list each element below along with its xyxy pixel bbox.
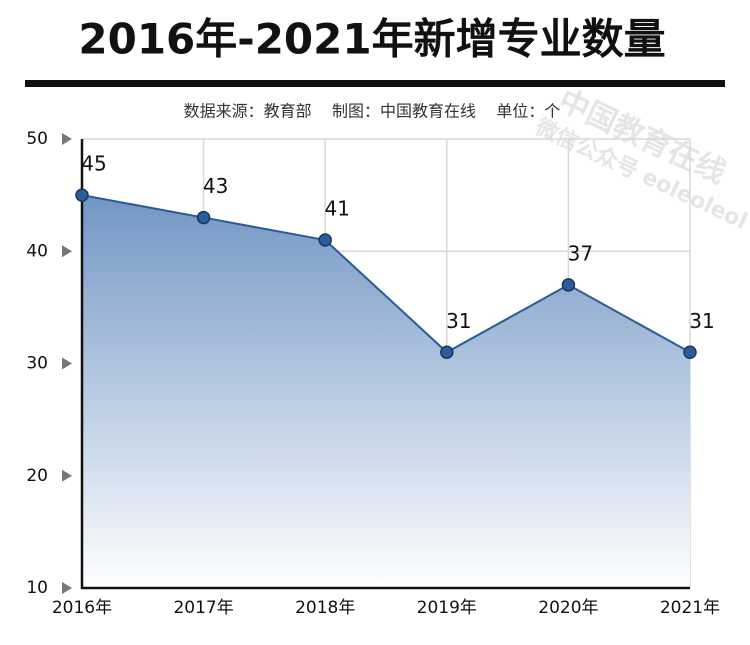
point <box>75 188 89 202</box>
point <box>318 233 332 247</box>
point <box>561 278 576 292</box>
x-tick-label: 2020年 <box>538 598 598 618</box>
data-label: 31 <box>446 309 471 333</box>
x-tick-label: 2016年 <box>52 598 112 618</box>
plot-area: 10 20 30 40 50 45 2016年 43 2017年 41 2018年 31 2019年 37… <box>26 129 720 618</box>
data-label: 45 <box>81 152 106 176</box>
y-tick-label: 40 <box>26 241 48 261</box>
chart-subtitle: 数据来源：教育部 制图：中国教育在线 单位：个 <box>184 102 561 121</box>
x-tick-label: 2019年 <box>417 598 477 618</box>
y-tick-mark <box>62 133 72 145</box>
x-tick-label: 2021年 <box>660 598 720 618</box>
area <box>82 195 690 588</box>
data-label: 31 <box>689 309 714 333</box>
y-tick-mark <box>62 245 72 258</box>
point <box>440 345 454 360</box>
y-tick-mark <box>62 357 72 370</box>
data-label: 37 <box>568 241 593 265</box>
y-tick-label: 30 <box>26 354 48 374</box>
y-tick-label: 20 <box>26 466 48 486</box>
x-tick-label: 2017年 <box>173 598 233 618</box>
y-tick-mark <box>62 469 72 482</box>
chart-title: 2016年-2021年新增专业数量 <box>78 15 665 64</box>
title-rule <box>25 80 725 87</box>
y-tick-label: 10 <box>26 578 48 598</box>
x-tick-label: 2018年 <box>295 598 355 618</box>
line <box>81 194 691 354</box>
y-tick-label: 50 <box>26 129 48 149</box>
point <box>196 210 211 225</box>
data-label: 41 <box>324 197 349 221</box>
point <box>683 345 697 360</box>
y-tick-mark <box>62 582 72 594</box>
data-label: 43 <box>203 174 228 198</box>
